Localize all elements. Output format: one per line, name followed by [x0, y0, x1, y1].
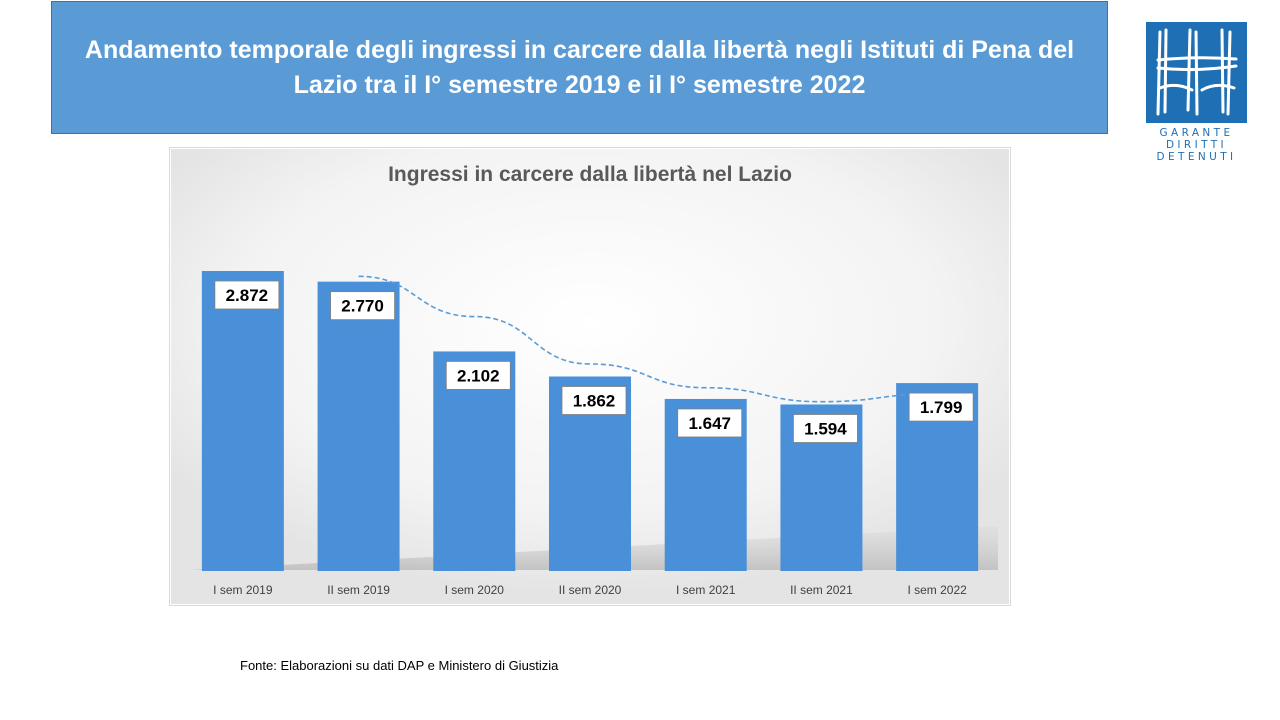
x-tick-label-7: I sem 2022 — [907, 583, 967, 597]
page-title: Andamento temporale degli ingressi in ca… — [84, 35, 1075, 99]
x-tick-label-1: I sem 2019 — [213, 583, 273, 597]
svg-text:1.862: 1.862 — [573, 392, 616, 411]
data-label-4: 1.862 — [561, 386, 627, 415]
data-label-6: 1.594 — [793, 414, 858, 443]
title-banner: Andamento temporale degli ingressi in ca… — [51, 1, 1108, 134]
svg-text:1.647: 1.647 — [688, 414, 731, 433]
source-note: Fonte: Elaborazioni su dati DAP e Minist… — [240, 658, 559, 673]
data-label-2: 2.770 — [330, 291, 395, 321]
bar-1 — [201, 271, 284, 571]
bar-2 — [317, 281, 400, 571]
logo-line-2: DIRITTI — [1165, 139, 1228, 151]
logo-mark — [1146, 22, 1247, 123]
svg-text:2.872: 2.872 — [226, 286, 269, 305]
x-tick-labels-group: I sem 2019 II sem 2019 I sem 2020 II sem 20… — [213, 583, 967, 597]
x-tick-label-6: II sem 2021 — [790, 583, 853, 597]
svg-text:1.799: 1.799 — [920, 398, 963, 417]
data-label-3: 2.102 — [445, 361, 511, 390]
x-tick-label-2: II sem 2019 — [327, 583, 390, 597]
x-tick-label-5: I sem 2021 — [676, 583, 736, 597]
logo-line-3: DETENUTI — [1156, 151, 1237, 163]
data-label-5: 1.647 — [677, 408, 743, 438]
data-labels-group: 2.872 2.770 2.102 1.862 1.647 1.594 1.799 — [214, 280, 974, 443]
logo-text: GARANTE DIRITTI DETENUTI — [1146, 127, 1247, 163]
svg-text:1.594: 1.594 — [804, 419, 847, 438]
svg-text:2.102: 2.102 — [457, 366, 500, 385]
chart-title: Ingressi in carcere dalla libertà nel La… — [388, 163, 792, 186]
chart-frame: Ingressi in carcere dalla libertà nel La… — [169, 147, 1011, 606]
bar-chart: Ingressi in carcere dalla libertà nel La… — [171, 149, 1009, 604]
trendline — [358, 275, 938, 403]
svg-text:2.770: 2.770 — [341, 297, 384, 316]
logo: GARANTE DIRITTI DETENUTI — [1146, 22, 1247, 163]
x-tick-label-4: II sem 2020 — [559, 583, 622, 597]
data-label-1: 2.872 — [214, 280, 280, 310]
x-tick-label-3: I sem 2020 — [445, 583, 505, 597]
data-label-7: 1.799 — [908, 392, 974, 422]
logo-line-1: GARANTE — [1159, 127, 1234, 139]
logo-emblem-icon — [1156, 28, 1238, 116]
